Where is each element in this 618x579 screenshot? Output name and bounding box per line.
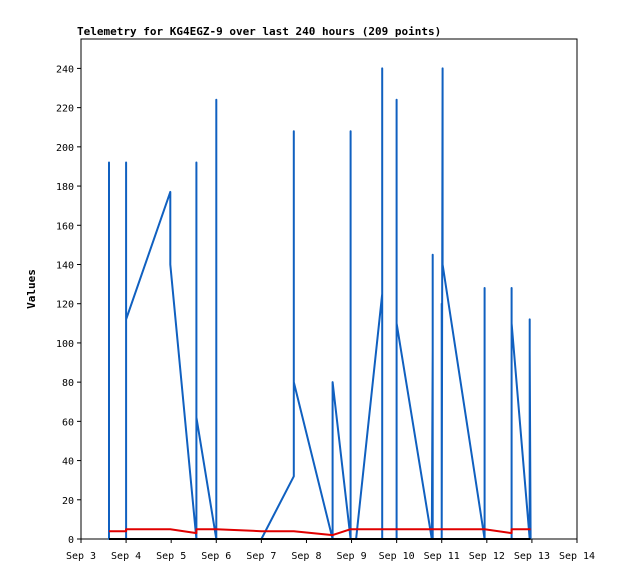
plot-area [80, 38, 578, 540]
y-tick-label: 240 [56, 64, 74, 75]
y-tick-label: 120 [56, 300, 74, 311]
y-axis-ticks: 0 20 40 60 80 100 120 140 160 180 200 220 240 [56, 64, 81, 546]
y-tick-label: 160 [56, 221, 74, 232]
x-tick-label: Sep 8 [291, 551, 321, 562]
x-tick-label: Sep 10 [379, 551, 415, 562]
x-tick-label: Sep 14 [559, 551, 595, 562]
y-tick-label: 20 [62, 496, 74, 507]
y-tick-label: 180 [56, 182, 74, 193]
series-line-0 [108, 67, 532, 540]
y-tick-label: 60 [62, 417, 74, 428]
y-axis-label: Values [25, 269, 38, 309]
x-tick-label: Sep 3 [66, 551, 96, 562]
x-tick-label: Sep 5 [156, 551, 186, 562]
x-tick-label: Sep 6 [201, 551, 231, 562]
series-line-1 [109, 528, 531, 537]
x-tick-label: Sep 4 [111, 551, 141, 562]
x-tick-label: Sep 11 [424, 551, 460, 562]
y-tick-label: 40 [62, 457, 74, 468]
series-layer [108, 67, 532, 540]
x-axis-ticks: Sep 3 Sep 4 Sep 5 Sep 6 Sep 7 Sep 8 Sep 9 Sep 1… [66, 539, 595, 562]
y-tick-label: 200 [56, 143, 74, 154]
y-tick-label: 220 [56, 104, 74, 115]
x-tick-label: Sep 9 [336, 551, 366, 562]
x-tick-label: Sep 7 [246, 551, 276, 562]
y-tick-label: 100 [56, 339, 74, 350]
y-tick-label: 0 [68, 535, 74, 546]
x-tick-label: Sep 12 [469, 551, 505, 562]
y-tick-label: 140 [56, 260, 74, 271]
chart-title: Telemetry for KG4EGZ-9 over last 240 hou… [77, 25, 441, 38]
y-tick-label: 80 [62, 378, 74, 389]
x-tick-label: Sep 13 [514, 551, 550, 562]
